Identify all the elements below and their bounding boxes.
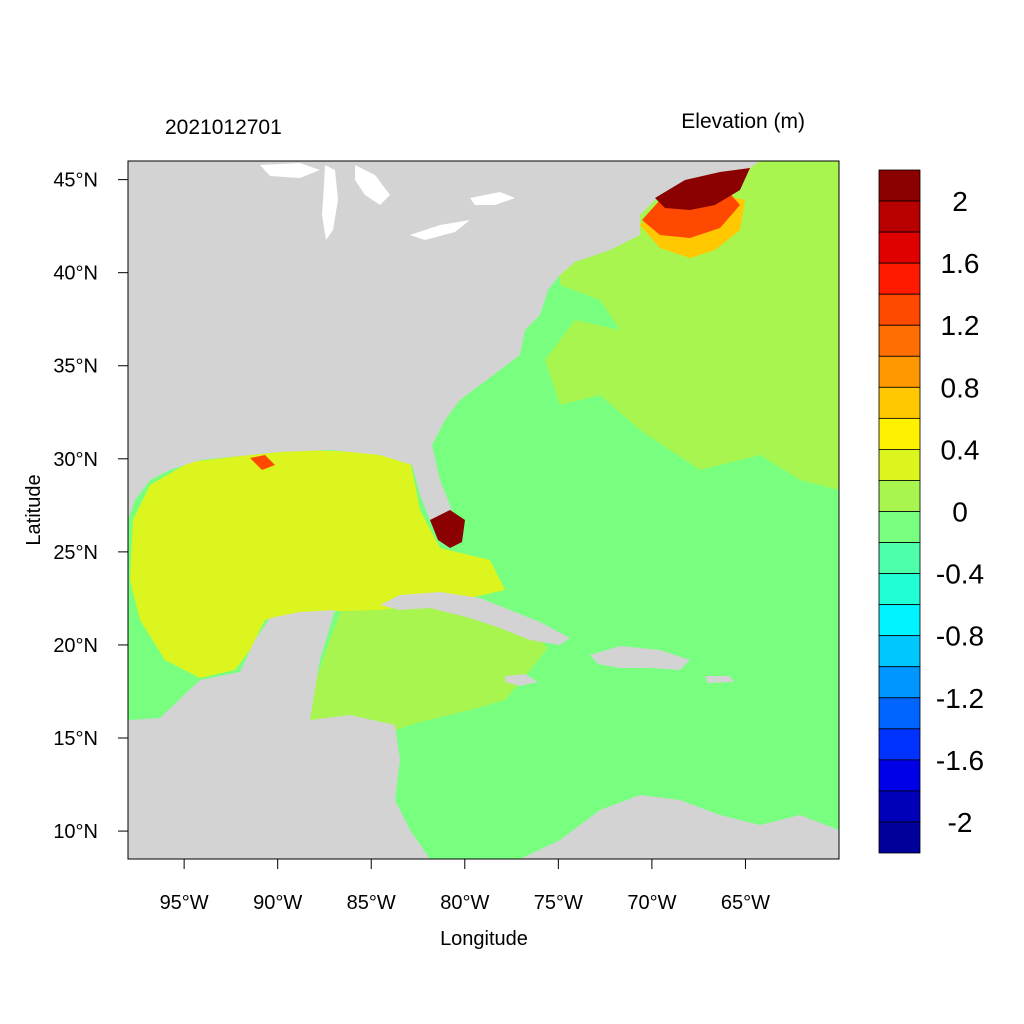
- colorbar-swatch: [878, 542, 921, 574]
- x-axis-label: Longitude: [440, 928, 528, 950]
- y-tick-label: 25°N: [53, 542, 98, 564]
- land-hispaniola: [590, 646, 690, 670]
- colorbar-label: -0.4: [936, 559, 984, 590]
- x-tick-label: 70°W: [627, 892, 676, 914]
- colorbar-swatch: [878, 511, 921, 543]
- lake-erie: [410, 220, 470, 240]
- map-plot-area: [128, 161, 839, 859]
- colorbar-swatch: [878, 666, 921, 699]
- y-tick-label: 35°N: [53, 356, 98, 378]
- colorbar-swatch: [878, 386, 921, 419]
- x-tick-label: 90°W: [253, 892, 302, 914]
- land-puerto-rico: [705, 676, 734, 683]
- x-axis-ticks: 95°W 90°W 85°W 80°W 75°W 70°W 65°W: [160, 859, 770, 914]
- colorbar-swatch: [878, 324, 921, 357]
- x-tick-label: 95°W: [160, 892, 209, 914]
- y-axis-label: Latitude: [23, 474, 45, 545]
- colorbar-swatch: [878, 449, 921, 481]
- colorbar-swatch: [878, 262, 921, 295]
- colorbar-swatch: [878, 604, 921, 637]
- colorbar-swatch: [878, 417, 921, 450]
- lake-superior: [260, 163, 320, 178]
- y-tick-label: 20°N: [53, 635, 98, 657]
- elevation-title: Elevation (m): [681, 110, 805, 133]
- lake-ontario: [470, 192, 515, 205]
- x-tick-label: 75°W: [534, 892, 583, 914]
- ocean-caribbean-west: [300, 600, 548, 730]
- y-axis-ticks: 45°N 40°N 35°N 30°N 25°N 20°N 15°N 10°N: [53, 170, 128, 843]
- y-tick-label: 45°N: [53, 170, 98, 192]
- colorbar-label: 1.6: [941, 248, 980, 279]
- colorbar-label: -1.2: [936, 683, 984, 714]
- colorbar-label: -1.6: [936, 745, 984, 776]
- surge-louisiana-coast: [250, 455, 275, 470]
- land-cuba: [380, 592, 570, 645]
- plot-frame: [127, 160, 840, 860]
- lake-michigan: [322, 165, 338, 240]
- surge-gulf-of-maine-peak: [655, 168, 750, 210]
- colorbar-swatch: [878, 821, 921, 854]
- date-title: 2021012701: [165, 116, 282, 139]
- colorbar-swatch: [878, 728, 921, 761]
- colorbar-swatch: [878, 293, 921, 326]
- colorbar-swatch: [878, 355, 921, 388]
- surge-south-florida: [430, 510, 465, 548]
- colorbar-swatch: [878, 697, 921, 730]
- colorbar-swatch: [878, 169, 921, 202]
- colorbar-swatch: [878, 635, 921, 668]
- colorbar-swatch: [878, 231, 921, 264]
- colorbar-label: 2: [952, 186, 968, 217]
- colorbar-swatch: [878, 790, 921, 823]
- ocean-gulf-of-mexico: [130, 450, 505, 678]
- land-jamaica: [505, 674, 538, 686]
- y-tick-label: 30°N: [53, 449, 98, 471]
- y-tick-label: 40°N: [53, 263, 98, 285]
- colorbar-label: 1.2: [941, 310, 980, 341]
- land-north-america: [128, 161, 760, 545]
- colorbar-swatch: [878, 759, 921, 792]
- x-tick-label: 65°W: [721, 892, 770, 914]
- colorbar-label: -2: [948, 807, 973, 838]
- colorbar-swatch: [878, 480, 921, 512]
- colorbar: [878, 169, 921, 854]
- land-south-america: [520, 795, 839, 859]
- colorbar-swatch: [878, 573, 921, 606]
- land-central-america: [128, 610, 430, 859]
- lake-huron: [355, 165, 390, 205]
- x-tick-label: 80°W: [440, 892, 489, 914]
- y-tick-label: 10°N: [53, 821, 98, 843]
- colorbar-label: 0.4: [941, 434, 980, 465]
- colorbar-labels: 2 1.6 1.2 0.8 0.4 0 -0.4 -0.8 -1.2 -1.6 -2: [936, 186, 984, 838]
- y-tick-label: 15°N: [53, 728, 98, 750]
- colorbar-label: -0.8: [936, 621, 984, 652]
- colorbar-label: 0: [952, 497, 968, 528]
- colorbar-label: 0.8: [941, 372, 980, 403]
- colorbar-swatch: [878, 200, 921, 233]
- x-tick-label: 85°W: [347, 892, 396, 914]
